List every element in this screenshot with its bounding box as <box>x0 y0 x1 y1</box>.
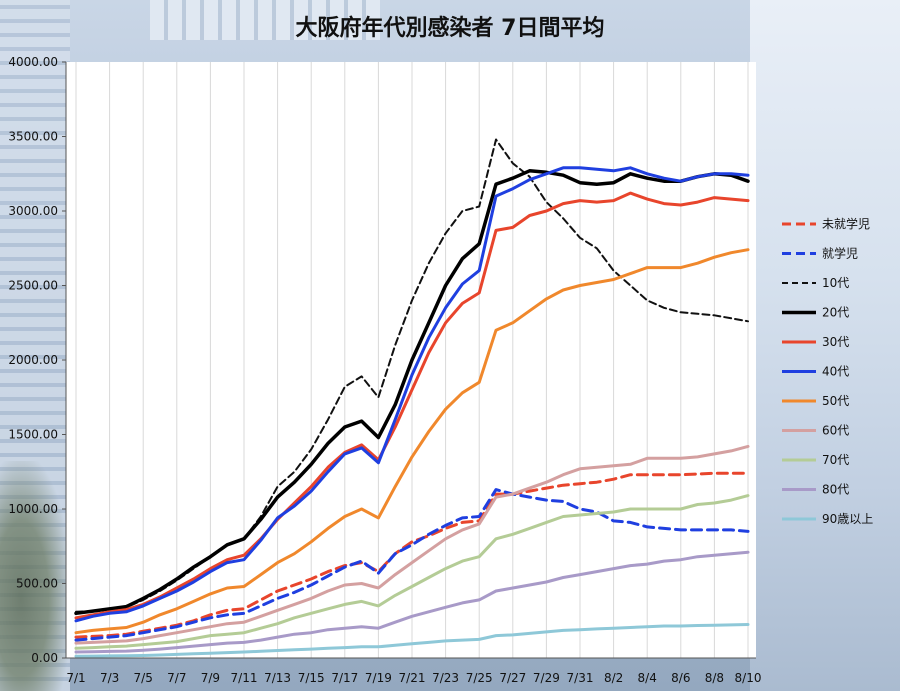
legend-label: 80代 <box>822 483 849 497</box>
x-tick-label: 8/10 <box>735 671 762 685</box>
series-line-4 <box>74 169 750 616</box>
legend-label: 10代 <box>822 276 849 290</box>
chart-title: 大阪府年代別感染者 7日間平均 <box>295 16 605 41</box>
series-line-5 <box>74 191 750 620</box>
y-tick-label: 0.00 <box>31 651 58 665</box>
x-tick-label: 7/25 <box>466 671 493 685</box>
series-line-10 <box>74 550 750 654</box>
x-tick-label: 7/9 <box>201 671 220 685</box>
x-tick-label: 7/31 <box>567 671 594 685</box>
series-line-6 <box>74 166 750 623</box>
x-tick-label: 7/5 <box>134 671 153 685</box>
y-tick-label: 4000.00 <box>8 55 58 69</box>
y-tick-label: 1500.00 <box>8 428 58 442</box>
x-tick-label: 7/29 <box>533 671 560 685</box>
x-tick-label: 7/15 <box>298 671 325 685</box>
x-tick-label: 7/1 <box>66 671 85 685</box>
y-tick-label: 3000.00 <box>8 204 58 218</box>
legend-label: 30代 <box>822 335 849 349</box>
y-axis-ticks: 0.00 500.00 1000.00 1500.00 2000.00 2500.00 30… <box>8 55 66 665</box>
x-tick-label: 7/27 <box>499 671 526 685</box>
series-line-8 <box>74 444 750 645</box>
x-axis-ticks: 7/1 7/3 7/5 7/7 7/9 7/11 7/13 7/15 7/17 7/19 7/21 7… <box>66 671 761 685</box>
y-tick-label: 3500.00 <box>8 130 58 144</box>
series-line-11 <box>74 623 750 658</box>
background-tree <box>0 461 70 691</box>
y-tick-label: 2000.00 <box>8 353 58 367</box>
x-tick-label: 7/19 <box>365 671 392 685</box>
legend-label: 70代 <box>822 453 849 467</box>
x-tick-label: 8/2 <box>604 671 623 685</box>
x-tick-label: 7/7 <box>167 671 186 685</box>
series-line-9 <box>74 494 750 650</box>
series-line-2 <box>74 488 750 642</box>
legend-label: 40代 <box>822 365 849 379</box>
legend-label: 20代 <box>822 306 849 320</box>
legend-label: 90歳以上 <box>822 512 873 526</box>
y-tick-label: 1000.00 <box>8 502 58 516</box>
x-tick-label: 7/11 <box>231 671 258 685</box>
x-tick-label: 8/8 <box>705 671 724 685</box>
x-tick-label: 7/23 <box>432 671 459 685</box>
x-tick-label: 7/21 <box>399 671 426 685</box>
legend-label: 50代 <box>822 394 849 408</box>
y-tick-label: 500.00 <box>16 577 58 591</box>
x-tick-label: 7/3 <box>100 671 119 685</box>
legend-label: 60代 <box>822 424 849 438</box>
y-tick-label: 2500.00 <box>8 279 58 293</box>
x-tick-label: 8/6 <box>671 671 690 685</box>
x-tick-label: 7/17 <box>331 671 358 685</box>
series-line-7 <box>74 248 750 635</box>
background-building-top <box>150 0 380 40</box>
series-lines <box>74 138 750 658</box>
background-right <box>750 0 900 691</box>
legend-label: 未就学児 <box>822 216 870 231</box>
x-tick-label: 7/13 <box>264 671 291 685</box>
x-tick-label: 8/4 <box>638 671 657 685</box>
legend-label: 就学児 <box>822 246 858 261</box>
